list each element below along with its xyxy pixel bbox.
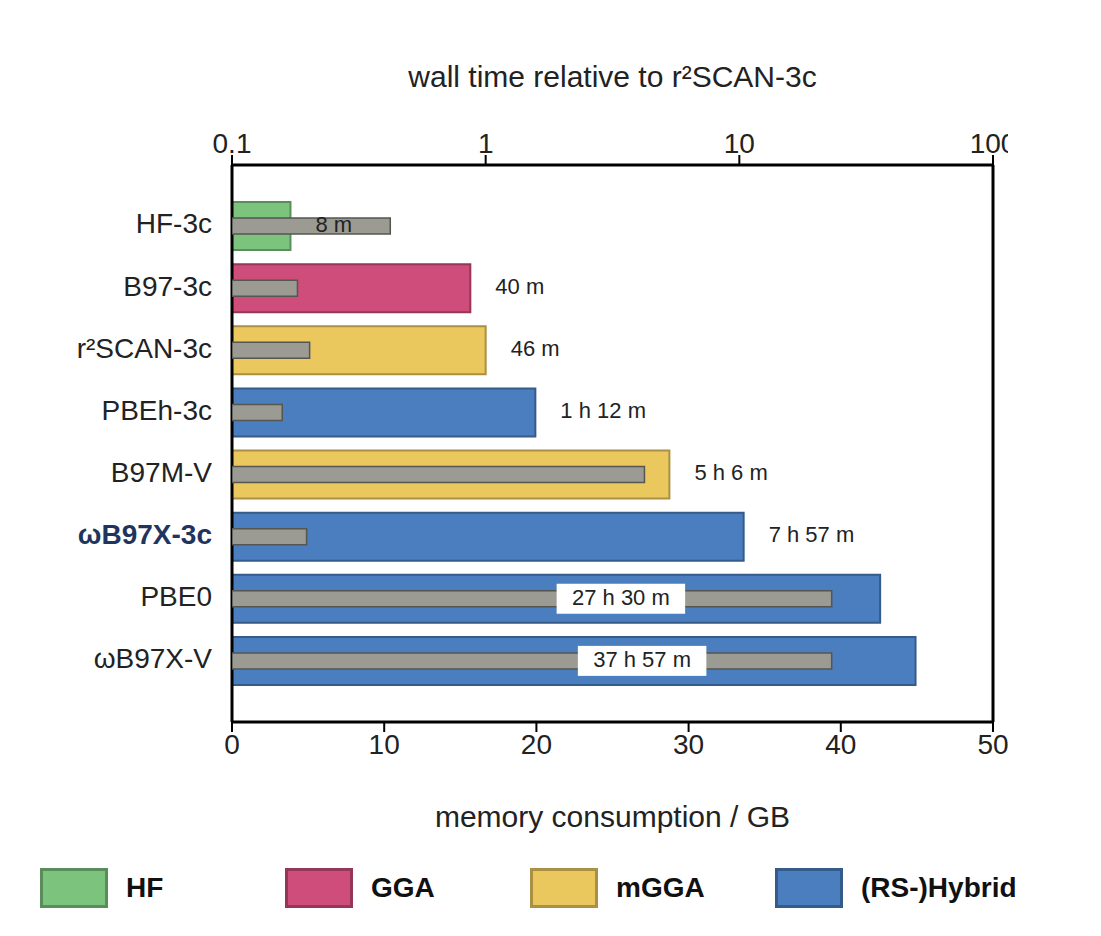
svg-text:0: 0: [224, 729, 240, 760]
svg-text:8 m: 8 m: [315, 212, 352, 237]
svg-text:ωB97X-V: ωB97X-V: [94, 643, 213, 674]
svg-text:10: 10: [724, 128, 755, 159]
svg-text:40: 40: [825, 729, 856, 760]
html-text:memory consumption / GB: memory consumption / GB: [434, 800, 791, 833]
svg-text:0.1: 0.1: [213, 128, 252, 159]
svg-text:PBE0: PBE0: [140, 581, 212, 612]
svg-text:46 m: 46 m: [511, 336, 560, 361]
html-text:HF: HF: [126, 872, 164, 903]
svg-text:20: 20: [521, 729, 552, 760]
svg-text:1 h 12 m: 1 h 12 m: [560, 398, 646, 423]
svg-text:r²SCAN-3c: r²SCAN-3c: [77, 333, 212, 364]
svg-text:1: 1: [478, 128, 494, 159]
svg-text:B97M-V: B97M-V: [111, 457, 212, 488]
html-text:(RS-)Hybrid: (RS-)Hybrid: [861, 872, 1017, 903]
svg-text:40 m: 40 m: [495, 274, 544, 299]
svg-text:37 h 57 m: 37 h 57 m: [593, 647, 691, 672]
svg-text:ωB97X-3c: ωB97X-3c: [78, 519, 212, 550]
svg-text:30: 30: [673, 729, 704, 760]
svg-text:B97-3c: B97-3c: [123, 271, 212, 302]
svg-text:10: 10: [369, 729, 400, 760]
svg-text:PBEh-3c: PBEh-3c: [102, 395, 213, 426]
svg-text:100: 100: [970, 128, 1008, 159]
html-text:wall time relative to r²SCAN-3: wall time relative to r²SCAN-3c: [408, 60, 817, 93]
svg-text:HF-3c: HF-3c: [136, 208, 212, 239]
svg-text:50: 50: [977, 729, 1008, 760]
svg-text:7 h 57 m: 7 h 57 m: [769, 522, 855, 547]
html-text:mGGA: mGGA: [616, 872, 705, 903]
svg-text:5 h 6 m: 5 h 6 m: [694, 460, 767, 485]
svg-text:27 h 30 m: 27 h 30 m: [572, 585, 670, 610]
html-text:GGA: GGA: [371, 872, 435, 903]
